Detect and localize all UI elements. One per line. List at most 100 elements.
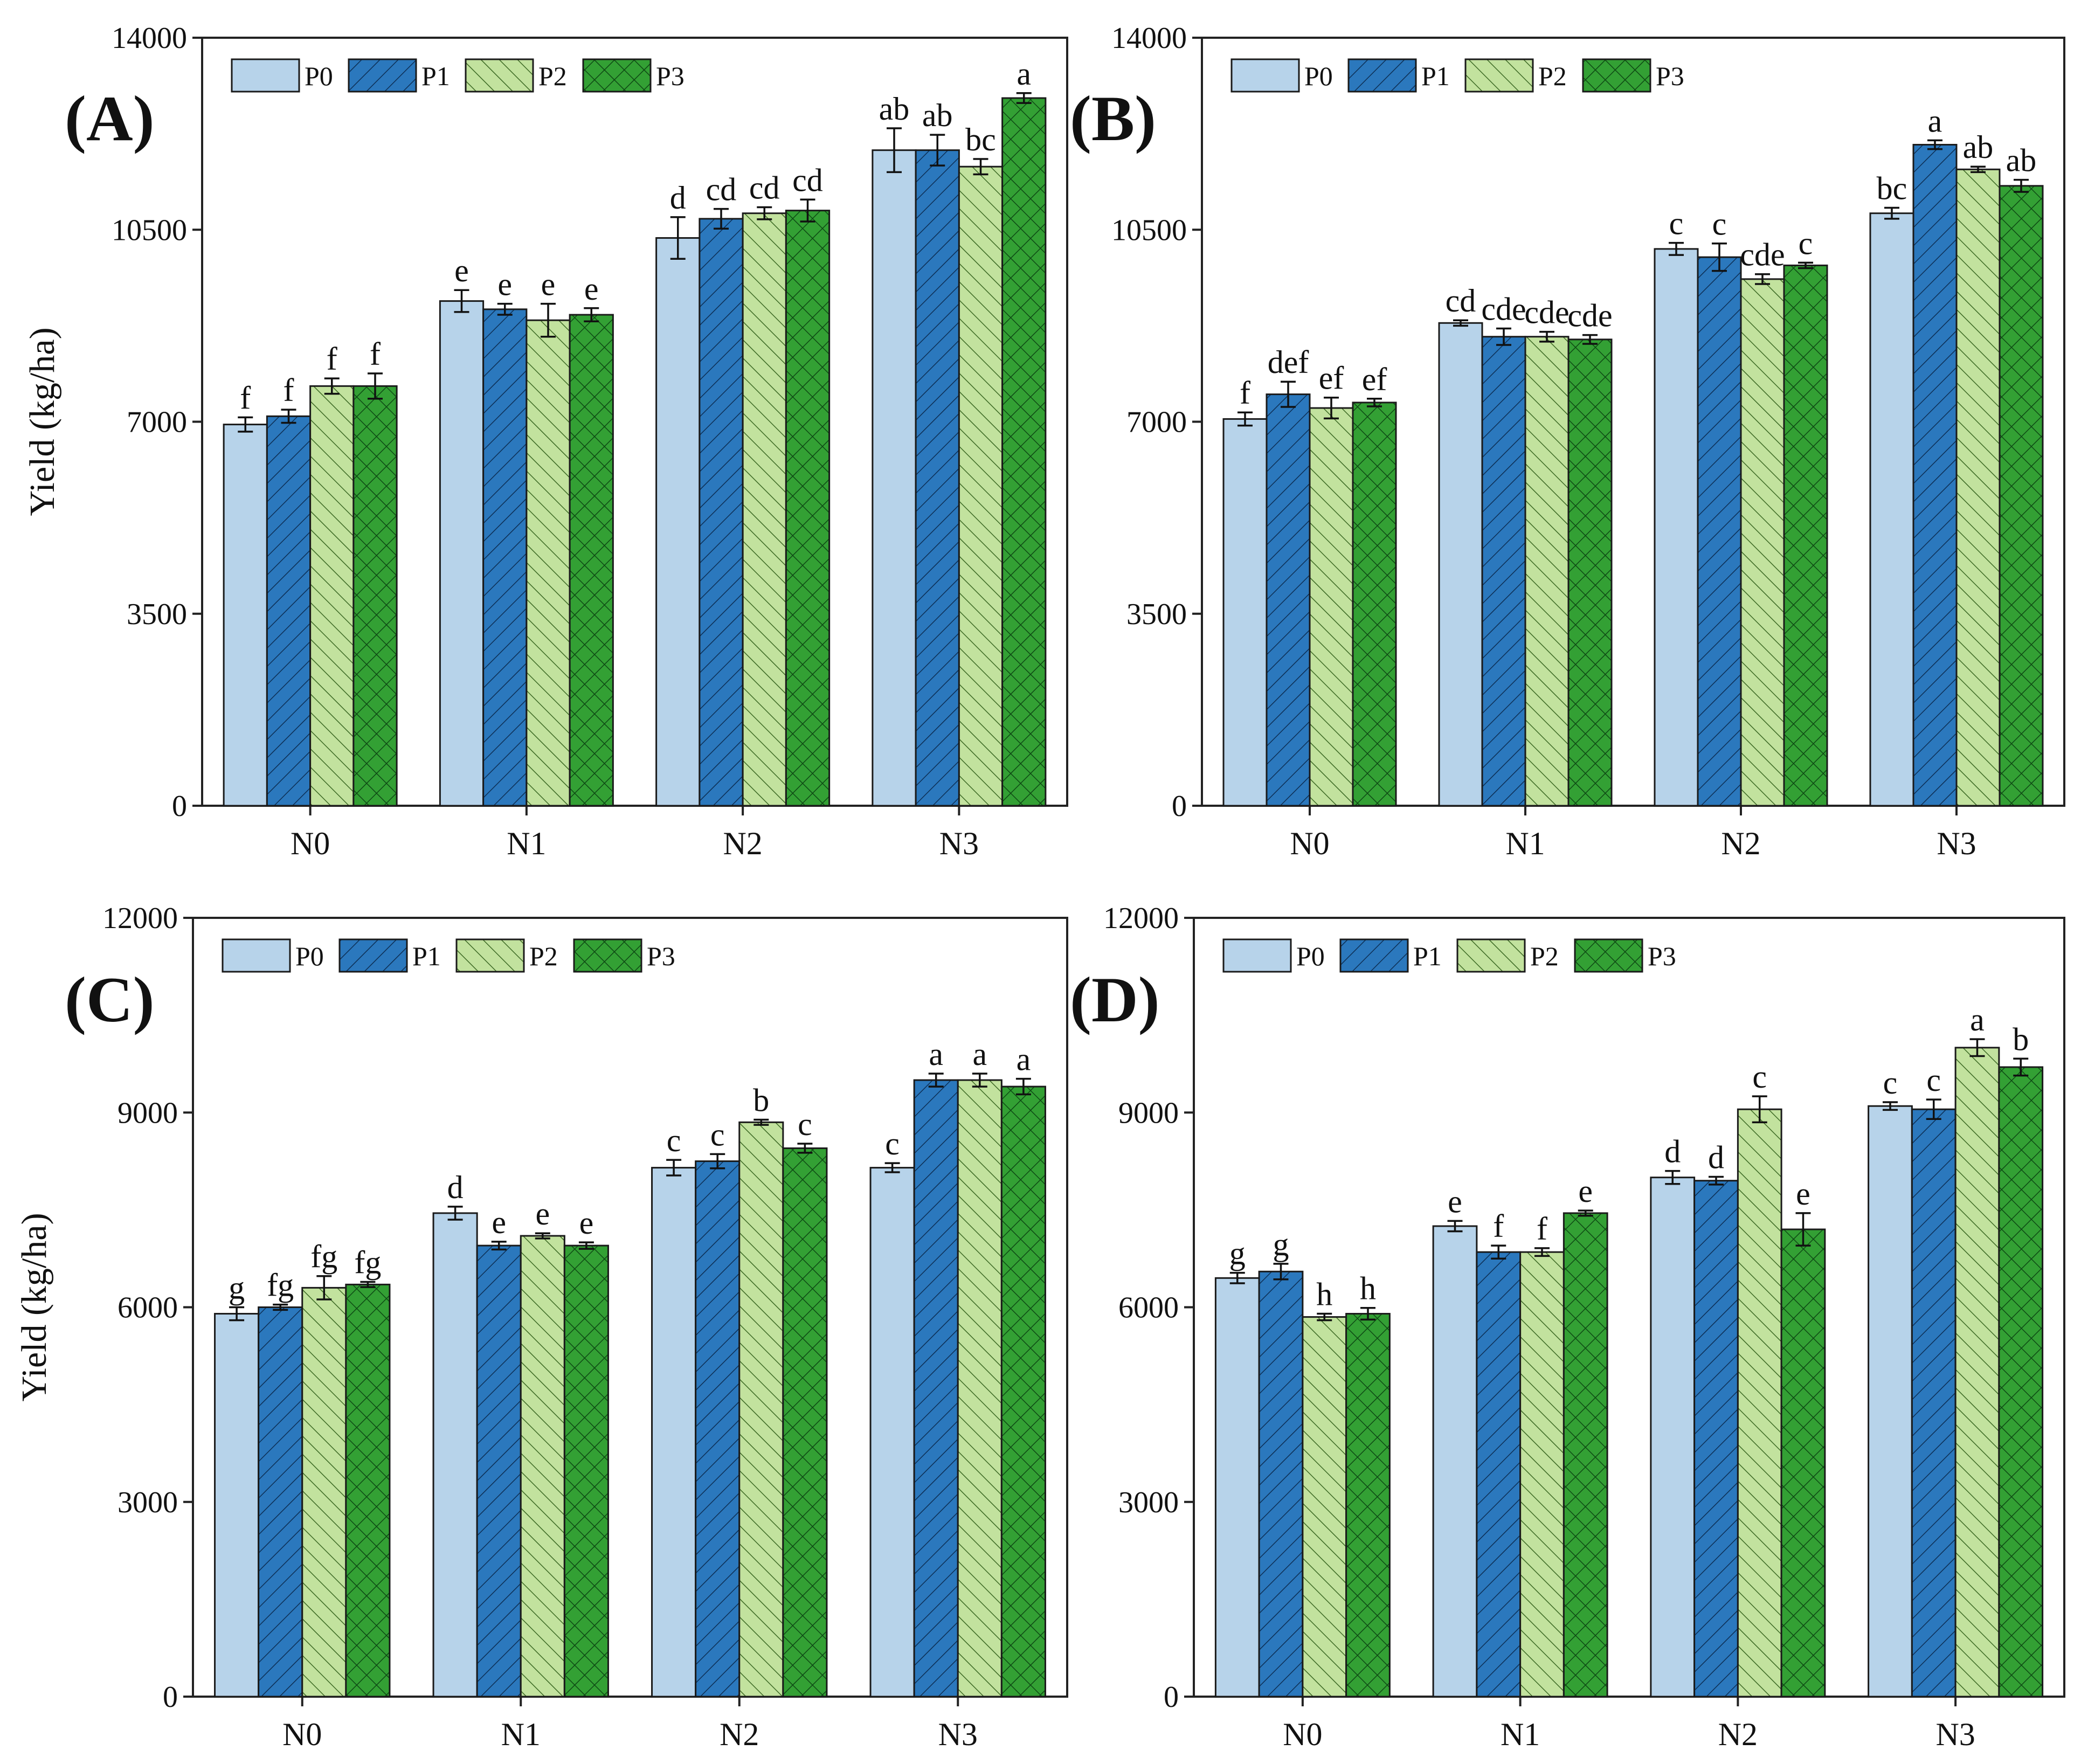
x-tick-label-n1: N1 [507, 826, 546, 861]
significance-letter: c [798, 1106, 812, 1142]
y-tick-label: 6000 [117, 1291, 178, 1325]
bar-p0-n2 [1654, 248, 1699, 807]
x-tick-label-n3: N3 [1937, 826, 1976, 861]
x-tick-label-n3: N3 [1935, 1717, 1975, 1752]
significance-letter: b [2013, 1021, 2029, 1057]
bar-p1-n2 [1693, 1180, 1739, 1698]
significance-letter: ab [879, 91, 910, 127]
bar-p0-n3 [1868, 1105, 1913, 1698]
bar-p1-n1 [476, 1244, 522, 1698]
bar-p3-n1 [569, 314, 614, 807]
y-tick-label: 14000 [1111, 22, 1187, 55]
legend-label-p2: P2 [1530, 941, 1559, 971]
significance-letter: def [1268, 344, 1309, 380]
legend-swatch-p3 [1582, 58, 1651, 93]
legend-swatch-p3 [582, 58, 652, 93]
significance-letter: e [541, 267, 556, 302]
significance-letter: fg [310, 1239, 337, 1275]
bar-p0-n0 [1222, 418, 1268, 807]
significance-letter: cd [1446, 283, 1476, 319]
x-tick-label-n0: N0 [1283, 1717, 1322, 1752]
significance-letter: cde [1524, 295, 1569, 330]
significance-letter: cde [1567, 298, 1612, 334]
x-tick-label-n2: N2 [1718, 1717, 1758, 1752]
legend-label-p2: P2 [1538, 61, 1567, 91]
significance-letter: cde [1740, 237, 1785, 273]
significance-letter: c [885, 1126, 900, 1161]
bar-p0-n2 [651, 1167, 697, 1698]
legend-swatch-p1 [1347, 58, 1417, 93]
significance-letter: e [584, 271, 599, 307]
bar-p2-n3 [957, 1079, 1003, 1698]
significance-letter: fg [354, 1245, 381, 1281]
legend-label-p0: P0 [305, 61, 333, 91]
significance-letter: e [579, 1205, 594, 1241]
y-tick-label: 0 [172, 790, 187, 823]
panel-letter: (D) [1070, 964, 1160, 1035]
legend-label-p0: P0 [295, 941, 324, 971]
significance-letter: e [535, 1196, 550, 1232]
significance-letter: cd [792, 162, 823, 198]
bar-p2-n0 [301, 1286, 347, 1698]
bar-p2-n1 [526, 319, 571, 807]
bar-p3-n2 [1780, 1228, 1826, 1698]
y-tick-label: 9000 [1118, 1096, 1179, 1130]
y-tick-label: 0 [1172, 790, 1187, 823]
bar-p2-n3 [1955, 168, 2001, 807]
bar-p3-n3 [1000, 1085, 1046, 1698]
significance-letter: e [454, 253, 469, 288]
significance-letter: f [370, 336, 381, 372]
significance-letter: e [497, 267, 512, 302]
bar-p0-n0 [223, 424, 268, 807]
legend-swatch-p0 [231, 58, 300, 93]
significance-letter: e [1448, 1184, 1462, 1219]
panel-letter: (A) [65, 82, 155, 154]
bar-p1-n0 [258, 1306, 303, 1698]
y-axis-label: Yield (kg/ha) [15, 1213, 54, 1401]
significance-letter: f [1493, 1208, 1504, 1244]
significance-letter: c [667, 1123, 681, 1158]
y-tick-label: 14000 [112, 22, 187, 55]
y-tick-label: 3000 [117, 1486, 178, 1519]
significance-letter: e [492, 1205, 506, 1240]
legend-swatch-p0 [1222, 938, 1292, 973]
bar-p0-n0 [1214, 1277, 1260, 1698]
panel-letter: (B) [1070, 82, 1156, 154]
bar-p3-n0 [1345, 1313, 1391, 1698]
significance-letter: e [1578, 1173, 1593, 1209]
significance-letter: c [1752, 1059, 1767, 1095]
bar-p0-n2 [1650, 1177, 1696, 1698]
bar-p3-n1 [1567, 338, 1613, 807]
legend-swatch-p3 [573, 938, 642, 973]
significance-letter: f [284, 372, 294, 408]
significance-letter: c [1799, 225, 1813, 261]
significance-letter: ab [1963, 129, 1994, 165]
bar-p3-n0 [1352, 402, 1397, 807]
bar-p0-n0 [214, 1313, 260, 1698]
x-tick-label-n2: N2 [720, 1717, 759, 1752]
y-tick-label: 0 [163, 1680, 178, 1714]
significance-letter: cd [706, 172, 737, 207]
bar-p2-n2 [1740, 278, 1785, 807]
bar-p1-n3 [915, 149, 960, 807]
significance-letter: c [1926, 1062, 1941, 1098]
y-tick-label: 12000 [102, 902, 178, 935]
significance-letter: fg [267, 1268, 294, 1303]
bar-p2-n1 [1519, 1251, 1565, 1698]
bar-p0-n3 [869, 1167, 915, 1698]
bar-p2-n3 [1954, 1047, 2000, 1698]
y-tick-label: 7000 [127, 406, 187, 439]
y-tick-label: 10500 [1111, 213, 1187, 247]
significance-letter: d [1708, 1139, 1724, 1175]
significance-letter: d [1664, 1134, 1681, 1170]
x-tick-label-n2: N2 [1721, 826, 1760, 861]
y-tick-label: 12000 [1103, 902, 1179, 935]
bar-p2-n2 [742, 212, 787, 807]
significance-letter: ef [1362, 362, 1387, 397]
significance-letter: b [753, 1082, 769, 1118]
significance-letter: cd [749, 170, 780, 206]
significance-letter: ab [2006, 143, 2037, 178]
